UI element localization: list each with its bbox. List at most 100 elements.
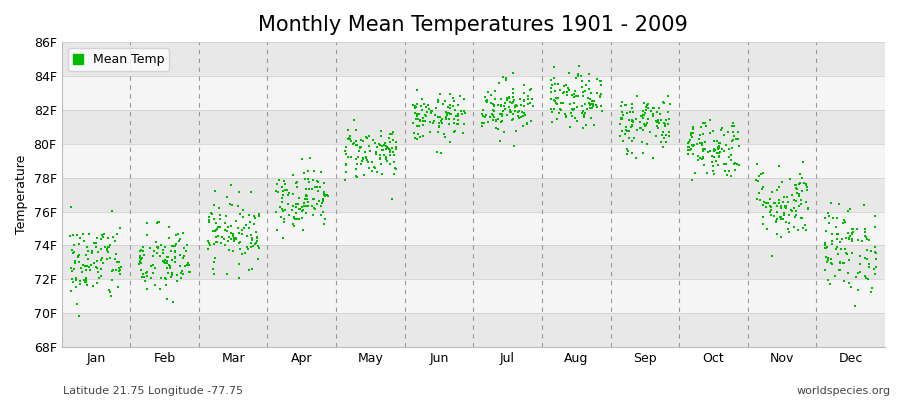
Point	[273, 204, 287, 210]
Point	[620, 146, 634, 153]
Point	[363, 148, 377, 154]
Point	[245, 266, 259, 272]
Point	[793, 171, 807, 177]
Point	[544, 85, 558, 92]
Point	[777, 212, 791, 218]
Point	[794, 196, 808, 203]
Point	[164, 248, 178, 254]
Point	[140, 286, 155, 292]
Point	[752, 190, 767, 196]
Point	[569, 75, 583, 82]
Point	[170, 278, 184, 284]
Point	[207, 259, 221, 265]
Point	[618, 127, 633, 133]
Point	[247, 213, 261, 219]
Point	[453, 92, 467, 99]
Point	[830, 215, 844, 221]
Point	[156, 246, 170, 253]
Point	[499, 74, 513, 81]
Point	[774, 214, 788, 220]
Point	[202, 246, 216, 252]
Point	[833, 259, 848, 265]
Point	[837, 260, 851, 267]
Point	[302, 186, 316, 192]
Point	[474, 110, 489, 117]
Point	[841, 270, 855, 276]
Point	[691, 136, 706, 142]
Point	[108, 256, 122, 262]
Point	[348, 166, 363, 172]
Point	[868, 224, 883, 230]
Point	[152, 286, 166, 293]
Point	[650, 123, 664, 129]
Point	[86, 282, 100, 289]
Point	[385, 149, 400, 156]
Point	[148, 239, 163, 245]
Point	[509, 102, 524, 108]
Point	[779, 218, 794, 225]
Point	[706, 147, 721, 154]
Point	[778, 203, 793, 209]
Point	[832, 260, 847, 266]
Point	[103, 241, 117, 248]
Point	[229, 235, 243, 242]
Point	[842, 230, 856, 236]
Point	[585, 101, 599, 108]
Point	[587, 122, 601, 128]
Point	[366, 164, 381, 170]
Point	[81, 248, 95, 254]
Point	[497, 102, 511, 109]
Point	[715, 146, 729, 152]
Point	[548, 98, 562, 105]
Point	[566, 106, 580, 113]
Bar	[61, 246, 885, 279]
Point	[91, 248, 105, 255]
Point	[71, 253, 86, 259]
Point	[306, 177, 320, 184]
Point	[626, 117, 640, 124]
Point	[451, 112, 465, 119]
Point	[210, 226, 224, 232]
Point	[798, 182, 813, 189]
Point	[218, 220, 232, 226]
Point	[523, 100, 537, 107]
Point	[495, 112, 509, 119]
Point	[224, 202, 238, 208]
Point	[515, 108, 529, 115]
Point	[475, 107, 490, 113]
Point	[109, 267, 123, 273]
Point	[841, 207, 855, 214]
Point	[567, 90, 581, 97]
Point	[511, 108, 526, 115]
Point	[640, 102, 654, 108]
Point	[568, 115, 582, 121]
Point	[339, 144, 354, 150]
Point	[759, 204, 773, 210]
Point	[248, 239, 263, 246]
Point	[781, 212, 796, 218]
Point	[861, 261, 876, 267]
Point	[239, 222, 254, 228]
Point	[618, 102, 633, 108]
Point	[429, 149, 444, 155]
Point	[77, 238, 92, 244]
Point	[695, 156, 709, 163]
Point	[728, 167, 742, 174]
Point	[721, 129, 735, 135]
Point	[338, 177, 353, 183]
Point	[349, 138, 364, 144]
Point	[562, 124, 577, 130]
Point	[133, 248, 148, 254]
Point	[716, 125, 730, 131]
Point	[711, 162, 725, 168]
Point	[832, 267, 846, 274]
Point	[286, 214, 301, 220]
Point	[858, 229, 872, 236]
Point	[416, 122, 430, 128]
Point	[281, 192, 295, 198]
Point	[868, 213, 882, 219]
Point	[220, 228, 234, 235]
Point	[438, 97, 453, 104]
Point	[424, 110, 438, 116]
Point	[635, 115, 650, 121]
